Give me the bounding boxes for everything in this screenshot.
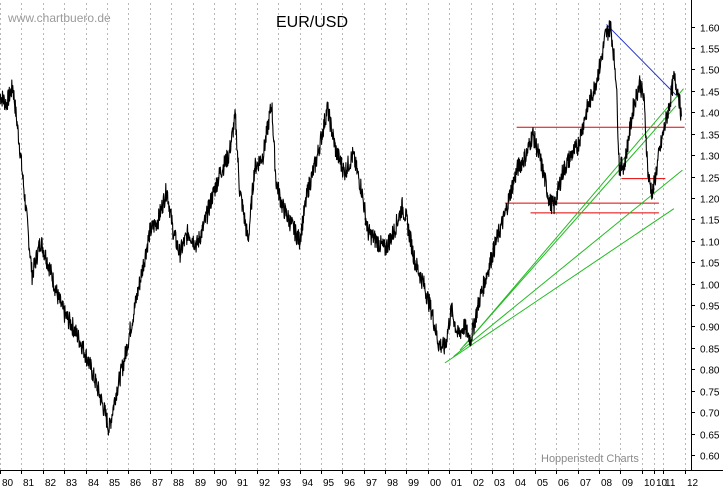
y-tick-label-17: 1.45 xyxy=(700,88,720,99)
uptrend-line-5 xyxy=(453,169,683,357)
x-tick-label-6: 86 xyxy=(130,478,142,489)
x-tick-label-19: 99 xyxy=(408,478,420,489)
y-tick-label-12: 1.20 xyxy=(700,195,720,206)
downtrend-line-8 xyxy=(606,24,677,96)
uptrend-line-7 xyxy=(463,88,684,347)
price-series-line xyxy=(0,20,682,436)
y-tick-label-10: 1.10 xyxy=(700,238,720,249)
x-tick-label-14: 94 xyxy=(302,478,314,489)
watermark-text: www.chartbuero.de xyxy=(7,11,111,25)
x-tick-label-2: 82 xyxy=(45,478,57,489)
trendline-layer xyxy=(444,24,685,364)
x-tick-label-32: 11 xyxy=(665,478,676,489)
x-tick-label-5: 85 xyxy=(109,478,121,489)
x-tick-label-33: 12 xyxy=(687,478,699,489)
price-layer xyxy=(0,20,682,436)
x-tick-label-30: 10 xyxy=(644,478,656,489)
y-tick-label-6: 0.90 xyxy=(700,323,720,334)
x-tick-label-7: 87 xyxy=(152,478,164,489)
y-tick-label-3: 0.75 xyxy=(700,388,720,399)
x-tick-label-21: 01 xyxy=(451,478,463,489)
x-tick-label-20: 00 xyxy=(430,478,442,489)
y-tick-label-19: 1.55 xyxy=(700,45,720,56)
y-tick-label-18: 1.50 xyxy=(700,66,720,77)
x-tick-label-11: 91 xyxy=(237,478,249,489)
x-tick-label-26: 06 xyxy=(558,478,570,489)
uptrend-line-4 xyxy=(444,208,675,364)
y-tick-label-0: 0.60 xyxy=(700,452,720,463)
x-tick-label-9: 89 xyxy=(195,478,207,489)
y-tick-label-15: 1.35 xyxy=(700,131,720,142)
y-tick-label-8: 1.00 xyxy=(700,281,720,292)
y-axis-ticks: 0.60 0.65 0.70 0.75 0.80 0.85 0.90 0.95 1.00 1.05… xyxy=(691,24,720,463)
x-tick-label-8: 88 xyxy=(173,478,185,489)
x-tick-label-25: 05 xyxy=(537,478,549,489)
x-tick-label-22: 02 xyxy=(473,478,485,489)
y-tick-label-5: 0.85 xyxy=(700,345,720,356)
y-tick-label-2: 0.70 xyxy=(700,409,720,420)
y-tick-label-1: 0.65 xyxy=(700,431,720,442)
x-tick-label-16: 96 xyxy=(344,478,356,489)
y-tick-label-4: 0.80 xyxy=(700,366,720,377)
y-tick-label-11: 1.15 xyxy=(700,216,720,227)
x-tick-label-15: 95 xyxy=(323,478,335,489)
chart-title: EUR/USD xyxy=(276,14,348,31)
y-tick-label-14: 1.30 xyxy=(700,152,720,163)
x-tick-label-23: 03 xyxy=(494,478,506,489)
x-tick-label-10: 90 xyxy=(216,478,228,489)
y-tick-label-16: 1.40 xyxy=(700,109,720,120)
x-tick-label-17: 97 xyxy=(366,478,378,489)
x-tick-label-29: 09 xyxy=(622,478,634,489)
x-tick-label-3: 83 xyxy=(66,478,78,489)
x-tick-label-1: 81 xyxy=(23,478,35,489)
x-tick-label-27: 07 xyxy=(580,478,592,489)
uptrend-line-6 xyxy=(459,105,677,351)
x-tick-label-31: 10 xyxy=(656,478,668,489)
x-tick-label-0: 80 xyxy=(2,478,14,489)
y-tick-label-13: 1.25 xyxy=(700,174,720,185)
x-tick-label-12: 92 xyxy=(259,478,271,489)
x-tick-label-28: 08 xyxy=(601,478,613,489)
x-tick-label-24: 04 xyxy=(515,478,527,489)
x-tick-label-13: 93 xyxy=(280,478,292,489)
x-tick-label-4: 84 xyxy=(88,478,100,489)
y-tick-label-7: 0.95 xyxy=(700,302,720,313)
x-tick-label-18: 98 xyxy=(387,478,399,489)
chart-credit: Hoppenstedt Charts xyxy=(541,453,639,465)
y-tick-label-20: 1.60 xyxy=(700,24,720,35)
x-axis-ticks: 80 81 82 83 84 85 86 87 88 89 90 91 92 93 94 95 96 97 98 99… xyxy=(0,470,699,489)
y-tick-label-9: 1.05 xyxy=(700,259,720,270)
